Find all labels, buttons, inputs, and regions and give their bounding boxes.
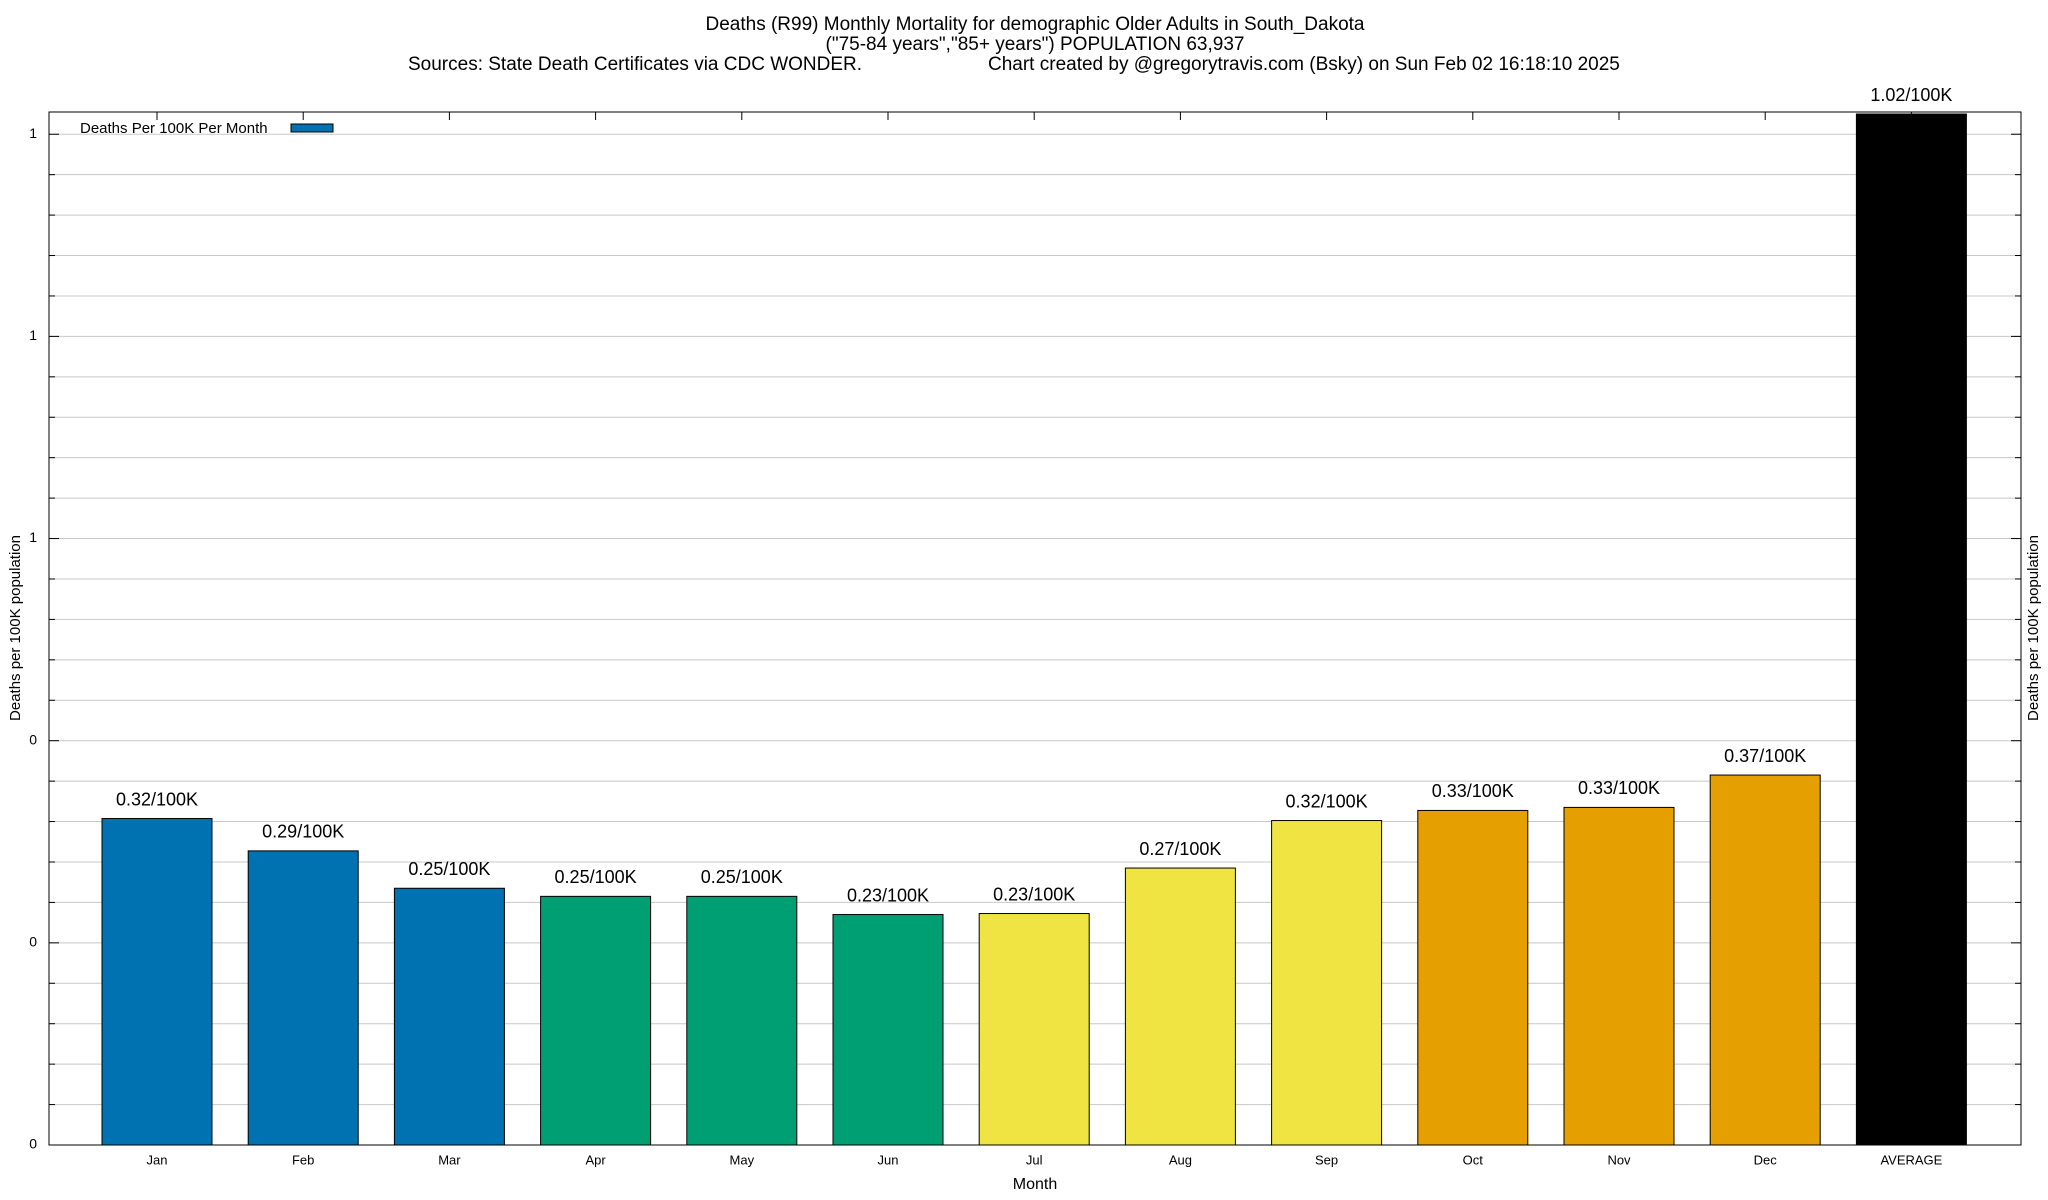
bar: [1563, 806, 1675, 1146]
value-label: 1.02/100K: [1870, 85, 1952, 105]
y-tick-label: 0: [29, 1136, 37, 1152]
plot-frame: [48, 111, 2022, 1146]
bar: [1855, 113, 1967, 1146]
x-tick-label: Apr: [585, 1152, 606, 1167]
chart-title: Deaths (R99) Monthly Mortality for demog…: [706, 14, 1365, 35]
bar: [1271, 820, 1383, 1146]
x-tick-label: Feb: [292, 1152, 314, 1167]
y-tick-label: 1: [29, 327, 37, 343]
y-tick-label: 0: [29, 934, 37, 950]
value-label: 0.33/100K: [1432, 781, 1514, 801]
value-label: 0.23/100K: [993, 884, 1075, 904]
x-tick-label: Jun: [878, 1152, 899, 1167]
x-tick-label: Dec: [1754, 1152, 1778, 1167]
chart-subtitle: ("75-84 years","85+ years") POPULATION 6…: [826, 34, 1245, 55]
value-label: 0.25/100K: [408, 859, 490, 879]
x-axis-label: Month: [1013, 1176, 1057, 1193]
bar: [393, 887, 505, 1146]
y-tick-label: 1: [29, 125, 37, 141]
bar: [1124, 867, 1236, 1146]
x-tick-label: AVERAGE: [1880, 1152, 1942, 1167]
x-tick-label: Sep: [1315, 1152, 1338, 1167]
bar: [1417, 809, 1529, 1146]
y-axis-label: Deaths per 100K population: [7, 535, 24, 721]
x-tick-label: Aug: [1169, 1152, 1192, 1167]
y-tick-label: 1: [29, 529, 37, 545]
credit: Chart created by @gregorytravis.com (Bsk…: [988, 54, 1620, 75]
value-label: 0.32/100K: [1286, 791, 1368, 811]
value-label: 0.27/100K: [1139, 839, 1221, 859]
value-label: 0.37/100K: [1724, 746, 1806, 766]
value-label: 0.32/100K: [116, 789, 198, 809]
x-tick-label: Jul: [1026, 1152, 1043, 1167]
bar: [832, 914, 944, 1146]
x-tick-label: Jan: [147, 1152, 168, 1167]
x-tick-label: Nov: [1607, 1152, 1631, 1167]
x-tick-label: May: [730, 1152, 755, 1167]
bar: [978, 913, 1090, 1146]
bar: [247, 850, 359, 1146]
legend-swatch: [290, 123, 334, 133]
value-label: 0.25/100K: [701, 867, 783, 887]
bar: [686, 895, 798, 1146]
legend-label: Deaths Per 100K Per Month: [80, 120, 268, 137]
value-label: 0.23/100K: [847, 885, 929, 905]
bar: [101, 818, 213, 1146]
value-label: 0.33/100K: [1578, 778, 1660, 798]
x-tick-label: Mar: [438, 1152, 461, 1167]
value-label: 0.29/100K: [262, 822, 344, 842]
y2-axis-label: Deaths per 100K population: [2025, 535, 2042, 721]
bar: [540, 895, 652, 1146]
bar: [1709, 774, 1821, 1146]
sources: Sources: State Death Certificates via CD…: [408, 54, 862, 75]
value-label: 0.25/100K: [555, 867, 637, 887]
y-tick-label: 0: [29, 731, 37, 747]
x-tick-label: Oct: [1463, 1152, 1484, 1167]
